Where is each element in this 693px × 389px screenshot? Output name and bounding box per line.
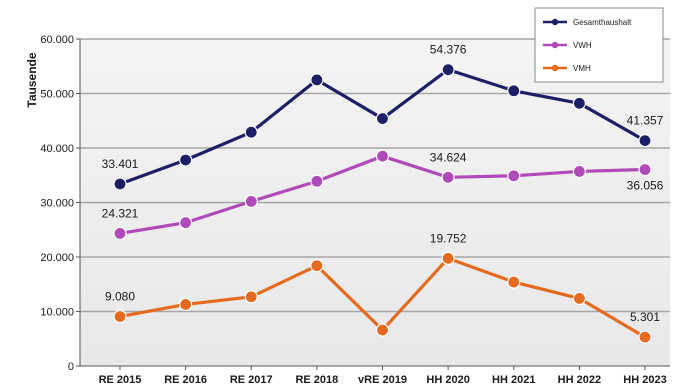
data-point (179, 216, 193, 230)
legend-label: Gesamthaushalt (573, 18, 632, 27)
legend-swatch-marker (551, 64, 559, 72)
data-point (638, 162, 652, 177)
series (113, 63, 652, 344)
y-tick-label: 50.000 (40, 89, 74, 101)
data-point (638, 134, 652, 148)
legend-label: VWH (573, 41, 592, 50)
data-point (244, 194, 258, 209)
data-point (375, 111, 390, 126)
data-point (572, 96, 586, 110)
x-tick-label: HH 2023 (623, 374, 666, 386)
x-tick-label: RE 2016 (164, 374, 207, 386)
x-tick-label: RE 2017 (230, 374, 273, 386)
y-tick-label: 10.000 (40, 307, 74, 319)
data-label: 34.624 (430, 150, 467, 164)
x-tick-label: HH 2021 (492, 374, 535, 386)
data-point (113, 309, 127, 324)
y-axis-label: Tausende (25, 52, 39, 107)
data-point (113, 226, 127, 241)
data-point (310, 73, 324, 87)
series-vmh (113, 251, 652, 344)
data-point (375, 149, 390, 163)
data-point (441, 251, 455, 265)
data-label: 5.301 (630, 310, 660, 324)
data-point (179, 153, 193, 167)
axes: 0 10.000 20.000 30.000 40.000 50.000 60.000 RE … (25, 34, 670, 386)
data-label: 41.357 (627, 114, 664, 128)
data-point (310, 259, 324, 273)
legend-item: VMH (543, 64, 591, 73)
legend-label: VMH (573, 64, 591, 73)
data-point (244, 125, 258, 139)
legend-swatch-marker (551, 41, 559, 49)
data-labels: 33.401 54.376 41.357 24.321 34.624 36.056 9.08… (102, 43, 664, 324)
data-point (179, 297, 193, 312)
x-tick-label: HH 2020 (426, 374, 469, 386)
x-tick-label: vRE 2019 (358, 374, 407, 386)
y-tick-label: 20.000 (40, 252, 74, 264)
data-label: 33.401 (102, 157, 139, 171)
data-point (572, 291, 586, 306)
x-tick-label: HH 2022 (558, 374, 601, 386)
data-point (507, 84, 521, 98)
y-tick-label: 0 (68, 361, 74, 373)
data-point (113, 177, 127, 191)
data-label: 54.376 (430, 43, 467, 57)
y-tick-label: 60.000 (40, 34, 74, 46)
data-label: 36.056 (627, 178, 664, 192)
legend-item: VWH (543, 41, 592, 50)
legend-swatch-marker (551, 18, 559, 26)
series-vwh (113, 149, 652, 241)
legend-item: Gesamthaushalt (543, 18, 632, 27)
data-point (375, 323, 390, 337)
y-tick-label: 40.000 (40, 143, 74, 155)
data-label: 24.321 (102, 206, 139, 220)
data-point (572, 164, 586, 179)
data-label: 9.080 (105, 290, 135, 304)
data-label: 19.752 (430, 231, 467, 245)
data-point (507, 275, 521, 289)
data-point (310, 174, 324, 188)
x-tick-label: RE 2018 (295, 374, 338, 386)
data-point (441, 170, 455, 184)
data-point (638, 330, 652, 344)
legend: Gesamthaushalt VWH VMH (534, 7, 664, 83)
series-gesamthaushalt (113, 63, 652, 191)
data-point (244, 290, 258, 304)
data-point (441, 63, 455, 77)
y-tick-label: 30.000 (40, 198, 74, 210)
x-tick-label: RE 2015 (99, 374, 142, 386)
data-point (507, 169, 521, 183)
